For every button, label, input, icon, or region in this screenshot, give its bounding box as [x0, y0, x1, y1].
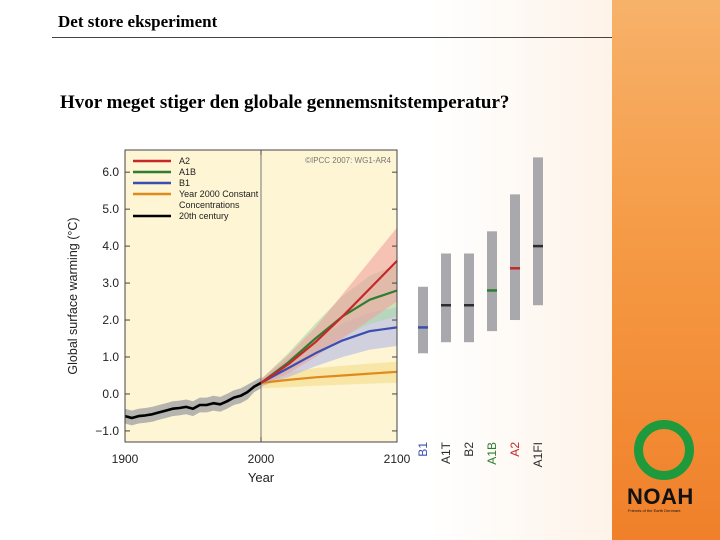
series-line-a2	[260, 260, 398, 384]
band-year-2000-constant-concentrations	[261, 361, 397, 389]
y-tick-label: 2.0	[102, 313, 119, 327]
legend-label: A2	[179, 156, 190, 166]
legend-label: 20th century	[179, 211, 229, 221]
warming-chart: −1.0 0.0 1.0 2.0 3.0 4.0 5.0 6.0 1900 2000 2100 Yea…	[66, 149, 545, 485]
legend-label: Concentrations	[179, 200, 240, 210]
range-bar-a2	[510, 194, 520, 321]
y-tick-label: −1.0	[95, 424, 119, 438]
band-a2	[261, 227, 397, 387]
x-axis-label: Year	[248, 470, 275, 485]
slide-question: Hvor meget stiger den globale gennemsnit…	[60, 92, 510, 113]
legend-label: B1	[179, 178, 190, 188]
range-label-a1t: A1T	[439, 441, 453, 464]
y-tick-label: 0.0	[102, 387, 119, 401]
series-line-b1	[260, 326, 398, 384]
series-line-a1b	[260, 289, 398, 384]
source-note: ©IPCC 2007: WG1-AR4	[305, 156, 391, 165]
legend-label: Year 2000 Constant	[179, 189, 259, 199]
range-label-a2: A2	[508, 442, 522, 457]
background-fade	[430, 0, 612, 540]
y-axis-label: Global surface warming (°C)	[66, 217, 80, 374]
slide-header-title: Det store eksperiment	[58, 12, 218, 31]
range-label-a1b: A1B	[485, 442, 499, 465]
y-tick-label: 6.0	[102, 165, 119, 179]
range-label-a1fi: A1FI	[531, 442, 545, 467]
range-label-b2: B2	[462, 442, 476, 457]
x-tick-label: 1900	[112, 452, 139, 466]
y-tick-label: 3.0	[102, 276, 119, 290]
y-tick-label: 4.0	[102, 239, 119, 253]
noah-logo: NOAH Friends of the Earth Denmark	[624, 420, 704, 520]
noah-ring-icon	[634, 420, 694, 480]
y-tick-label: 1.0	[102, 350, 119, 364]
range-bar-a1fi	[533, 157, 543, 306]
x-tick-label: 2100	[384, 452, 411, 466]
series-line-20th-century	[124, 381, 262, 420]
y-tick-label: 5.0	[102, 202, 119, 216]
logo-tagline: Friends of the Earth Denmark	[628, 508, 681, 513]
range-bar-b2	[464, 253, 474, 343]
logo-name: NOAH	[627, 484, 694, 509]
legend-label: A1B	[179, 167, 196, 177]
range-bar-b1	[418, 286, 428, 354]
x-tick-label: 2000	[248, 452, 275, 466]
series-line-year-2000-constant-concentrations	[260, 370, 398, 384]
range-label-b1: B1	[416, 442, 430, 457]
range-bar-a1b	[487, 231, 497, 332]
range-bar-a1t	[441, 253, 451, 343]
header-divider	[52, 37, 612, 38]
